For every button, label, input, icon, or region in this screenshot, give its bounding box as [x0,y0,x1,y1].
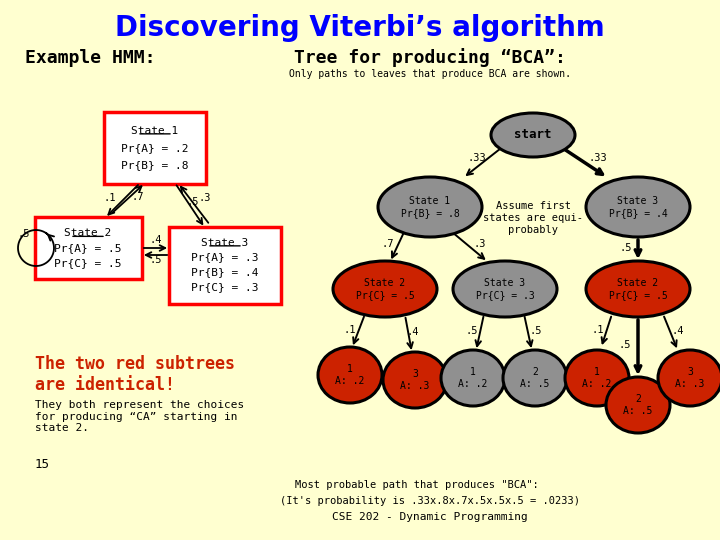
FancyBboxPatch shape [35,217,142,279]
Text: Pr{C} = .3: Pr{C} = .3 [192,282,258,293]
Ellipse shape [565,350,629,406]
Text: 2
A: .5: 2 A: .5 [521,367,549,389]
Text: They both represent the choices
for producing “CA” starting in
state 2.: They both represent the choices for prod… [35,400,244,433]
Text: .4: .4 [407,327,419,337]
Text: .3: .3 [199,193,211,203]
Text: State 3: State 3 [202,238,248,247]
Text: State 1: State 1 [131,125,179,136]
Text: Most probable path that produces "BCA":: Most probable path that produces "BCA": [295,480,539,490]
Ellipse shape [586,177,690,237]
Ellipse shape [453,261,557,317]
Text: Pr{A} = .5: Pr{A} = .5 [54,243,122,253]
Text: Pr{C} = .5: Pr{C} = .5 [54,258,122,268]
Ellipse shape [491,113,575,157]
Ellipse shape [378,177,482,237]
Text: Pr{A} = .3: Pr{A} = .3 [192,253,258,262]
Text: State 2: State 2 [64,228,112,238]
Ellipse shape [441,350,505,406]
Text: 3
A: .3: 3 A: .3 [400,369,430,391]
Text: The two red subtrees
are identical!: The two red subtrees are identical! [35,355,235,394]
FancyBboxPatch shape [169,226,281,303]
Text: State 3
Pr{C} = .3: State 3 Pr{C} = .3 [476,278,534,300]
Text: 15: 15 [35,458,50,471]
Text: Example HMM:: Example HMM: [24,49,156,67]
Text: .4: .4 [672,326,684,336]
Ellipse shape [606,377,670,433]
Text: 2
A: .5: 2 A: .5 [624,394,653,416]
Text: .1: .1 [104,193,116,203]
Text: 3
A: .3: 3 A: .3 [675,367,705,389]
Text: State 3
Pr{B} = .4: State 3 Pr{B} = .4 [608,196,667,218]
Text: .5: .5 [530,326,542,336]
Text: Pr{B} = .4: Pr{B} = .4 [192,267,258,278]
Text: State 2
Pr{C} = .5: State 2 Pr{C} = .5 [356,278,415,300]
Text: .7: .7 [382,239,395,249]
Text: Assume first
states are equi-
probably: Assume first states are equi- probably [483,201,583,234]
Text: .5: .5 [618,340,631,350]
Ellipse shape [658,350,720,406]
Ellipse shape [318,347,382,403]
Text: Tree for producing “BCA”:: Tree for producing “BCA”: [294,49,566,68]
Text: .1: .1 [592,325,604,335]
Text: .5: .5 [466,326,478,336]
Text: 1
A: .2: 1 A: .2 [459,367,487,389]
Text: .33: .33 [589,153,608,163]
Text: Only paths to leaves that produce BCA are shown.: Only paths to leaves that produce BCA ar… [289,69,571,79]
Text: 1
A: .2: 1 A: .2 [336,364,365,386]
Ellipse shape [586,261,690,317]
Text: .3: .3 [474,239,486,249]
Text: .5: .5 [186,197,199,207]
Text: .1: .1 [343,325,356,335]
Text: CSE 202 - Dynamic Programming: CSE 202 - Dynamic Programming [332,512,528,522]
Text: 1
A: .2: 1 A: .2 [582,367,612,389]
Text: .5: .5 [620,243,632,253]
Text: .5: .5 [150,255,162,265]
Text: .7: .7 [132,192,144,202]
Text: Discovering Viterbi’s algorithm: Discovering Viterbi’s algorithm [115,14,605,42]
Text: State 2
Pr{C} = .5: State 2 Pr{C} = .5 [608,278,667,300]
Ellipse shape [333,261,437,317]
Text: start: start [514,129,552,141]
Text: .4: .4 [150,235,162,245]
Ellipse shape [383,352,447,408]
FancyBboxPatch shape [104,112,206,184]
Text: .33: .33 [467,153,487,163]
Text: Pr{B} = .8: Pr{B} = .8 [121,160,189,171]
Text: .5: .5 [18,229,30,239]
Text: Pr{A} = .2: Pr{A} = .2 [121,143,189,153]
Text: (It's probability is .33x.8x.7x.5x.5x.5 = .0233): (It's probability is .33x.8x.7x.5x.5x.5 … [280,496,580,506]
Ellipse shape [503,350,567,406]
Text: State 1
Pr{B} = .8: State 1 Pr{B} = .8 [400,196,459,218]
